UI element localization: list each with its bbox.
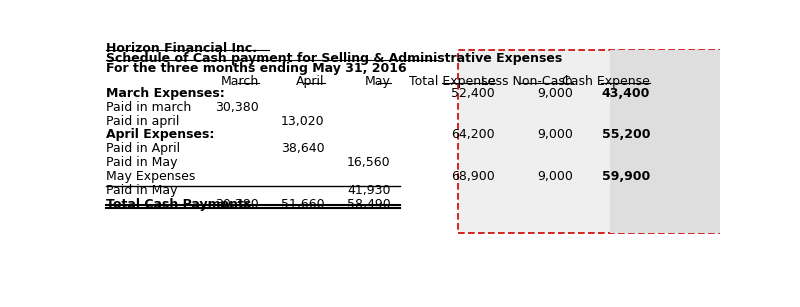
Text: 52,400: 52,400 xyxy=(451,87,495,100)
Text: 38,640: 38,640 xyxy=(281,142,325,155)
Text: March: March xyxy=(221,75,259,88)
Text: 9,000: 9,000 xyxy=(537,128,573,142)
Text: Total Expense: Total Expense xyxy=(409,75,495,88)
Text: Schedule of Cash payment for Selling & Administrative Expenses: Schedule of Cash payment for Selling & A… xyxy=(106,52,562,65)
Text: April: April xyxy=(296,75,325,88)
Text: 58,490: 58,490 xyxy=(347,198,390,211)
Text: April Expenses:: April Expenses: xyxy=(106,128,214,142)
Text: 51,660: 51,660 xyxy=(281,198,325,211)
Text: Horizon Financial Inc.: Horizon Financial Inc. xyxy=(106,42,258,55)
Text: Paid in march: Paid in march xyxy=(106,101,191,114)
Text: Total Cash Payments: Total Cash Payments xyxy=(106,198,251,211)
Text: Paid in april: Paid in april xyxy=(106,115,179,128)
Text: 13,020: 13,020 xyxy=(281,115,325,128)
Text: Paid in April: Paid in April xyxy=(106,142,180,155)
Bar xyxy=(458,50,720,233)
Text: 59,900: 59,900 xyxy=(602,170,650,183)
Text: Paid in May: Paid in May xyxy=(106,156,178,169)
Text: March Expenses:: March Expenses: xyxy=(106,87,225,100)
Text: 30,380: 30,380 xyxy=(215,101,259,114)
Text: Paid in May: Paid in May xyxy=(106,184,178,197)
Text: May: May xyxy=(365,75,390,88)
Text: 30,380: 30,380 xyxy=(215,198,259,211)
Text: May Expenses: May Expenses xyxy=(106,170,195,183)
Text: Cash Expense: Cash Expense xyxy=(562,75,650,88)
Text: 43,400: 43,400 xyxy=(602,87,650,100)
Text: 55,200: 55,200 xyxy=(602,128,650,142)
Text: 64,200: 64,200 xyxy=(452,128,495,142)
Text: 9,000: 9,000 xyxy=(537,170,573,183)
Text: Less Non-Cash: Less Non-Cash xyxy=(481,75,573,88)
Text: For the three months ending May 31, 2016: For the three months ending May 31, 2016 xyxy=(106,62,407,75)
Text: 16,560: 16,560 xyxy=(347,156,390,169)
Bar xyxy=(610,50,720,233)
Text: 41,930: 41,930 xyxy=(347,184,390,197)
Text: 68,900: 68,900 xyxy=(451,170,495,183)
Text: 9,000: 9,000 xyxy=(537,87,573,100)
